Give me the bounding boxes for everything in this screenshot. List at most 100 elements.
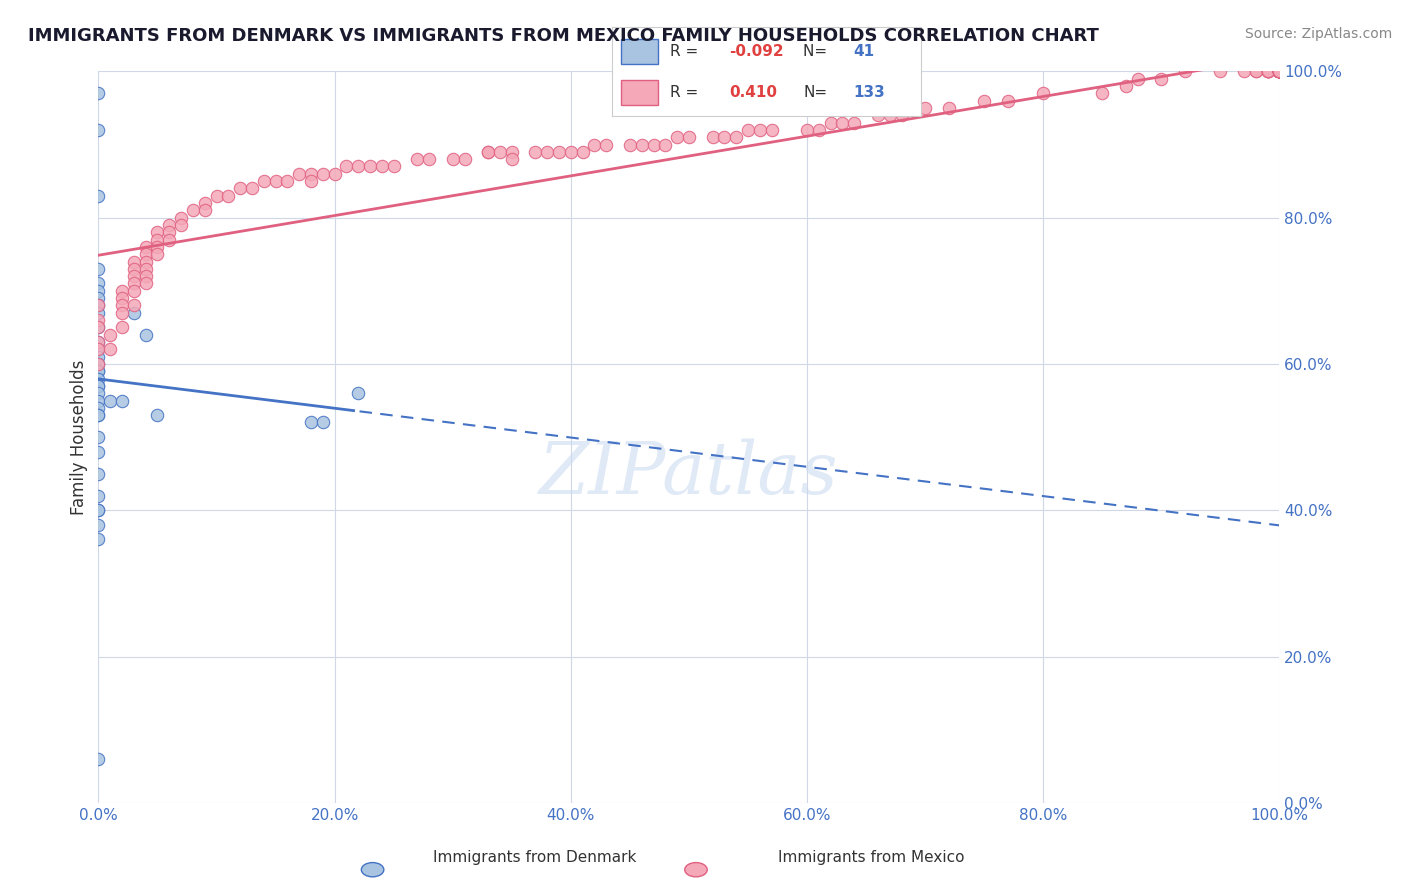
Point xyxy=(323,167,346,181)
Point xyxy=(1032,87,1054,101)
Point xyxy=(1268,64,1291,78)
Point xyxy=(844,115,866,129)
Text: Immigrants from Denmark: Immigrants from Denmark xyxy=(433,850,636,865)
Point xyxy=(87,188,110,202)
Point xyxy=(359,160,381,174)
Point xyxy=(170,218,193,232)
Point xyxy=(87,503,110,517)
Point xyxy=(122,298,145,312)
Point xyxy=(477,145,499,159)
Point xyxy=(87,350,110,364)
Point xyxy=(973,94,995,108)
Point xyxy=(240,181,263,195)
Point xyxy=(87,408,110,422)
Point xyxy=(1268,64,1291,78)
Text: 133: 133 xyxy=(853,86,884,100)
Point xyxy=(87,467,110,481)
Point xyxy=(87,364,110,378)
Point xyxy=(122,269,145,284)
Point xyxy=(135,247,157,261)
Point xyxy=(1268,64,1291,78)
Point xyxy=(1268,64,1291,78)
Point xyxy=(135,261,157,276)
Point xyxy=(1268,64,1291,78)
Point xyxy=(713,130,735,145)
Point xyxy=(87,379,110,393)
Point xyxy=(87,334,110,349)
Text: Source: ZipAtlas.com: Source: ZipAtlas.com xyxy=(1244,27,1392,41)
Text: Immigrants from Mexico: Immigrants from Mexico xyxy=(779,850,965,865)
Point xyxy=(122,306,145,320)
Point xyxy=(1257,64,1279,78)
Point xyxy=(1244,64,1267,78)
Point xyxy=(1150,71,1173,86)
Point xyxy=(87,343,110,357)
Point xyxy=(111,306,134,320)
Point xyxy=(1257,64,1279,78)
Point xyxy=(146,225,169,239)
Point xyxy=(1268,64,1291,78)
Point xyxy=(678,130,700,145)
Point xyxy=(418,152,440,166)
Point xyxy=(501,145,523,159)
Point xyxy=(725,130,748,145)
Point xyxy=(371,160,394,174)
Point xyxy=(111,284,134,298)
Point xyxy=(87,313,110,327)
Point xyxy=(157,218,180,232)
Point xyxy=(87,430,110,444)
Point xyxy=(146,408,169,422)
Point xyxy=(157,233,180,247)
Text: ZIPatlas: ZIPatlas xyxy=(538,438,839,509)
Point xyxy=(548,145,571,159)
Point xyxy=(217,188,239,202)
Point xyxy=(1233,64,1256,78)
Point xyxy=(87,277,110,291)
Point xyxy=(866,108,889,122)
Point xyxy=(194,196,217,211)
Point xyxy=(312,167,335,181)
Point xyxy=(1115,78,1137,93)
Text: -0.092: -0.092 xyxy=(730,45,783,59)
Point xyxy=(87,752,110,766)
Point xyxy=(1268,64,1291,78)
Point xyxy=(87,87,110,101)
Point xyxy=(796,123,818,137)
Point xyxy=(87,284,110,298)
Text: N=: N= xyxy=(803,86,828,100)
Point xyxy=(831,115,853,129)
Y-axis label: Family Households: Family Households xyxy=(70,359,89,515)
Point xyxy=(1268,64,1291,78)
Point xyxy=(87,444,110,458)
Point xyxy=(87,320,110,334)
Point xyxy=(737,123,759,137)
Point xyxy=(583,137,606,152)
Point xyxy=(1257,64,1279,78)
Point xyxy=(761,123,783,137)
Point xyxy=(87,357,110,371)
Text: 41: 41 xyxy=(853,45,875,59)
Point xyxy=(98,327,121,342)
Point xyxy=(406,152,429,166)
Point xyxy=(441,152,464,166)
Point xyxy=(1268,64,1291,78)
Point xyxy=(571,145,593,159)
Point xyxy=(1268,64,1291,78)
Point xyxy=(1257,64,1279,78)
Point xyxy=(1091,87,1114,101)
Point xyxy=(111,291,134,305)
Point xyxy=(87,291,110,305)
Point xyxy=(501,152,523,166)
Point xyxy=(135,327,157,342)
Point xyxy=(1268,64,1291,78)
Point xyxy=(748,123,770,137)
Point xyxy=(630,137,652,152)
Point xyxy=(87,386,110,401)
Point xyxy=(997,94,1019,108)
Point xyxy=(146,240,169,254)
Text: N=: N= xyxy=(803,45,832,59)
Point xyxy=(87,306,110,320)
Point xyxy=(1209,64,1232,78)
Point xyxy=(477,145,499,159)
Point xyxy=(87,408,110,422)
